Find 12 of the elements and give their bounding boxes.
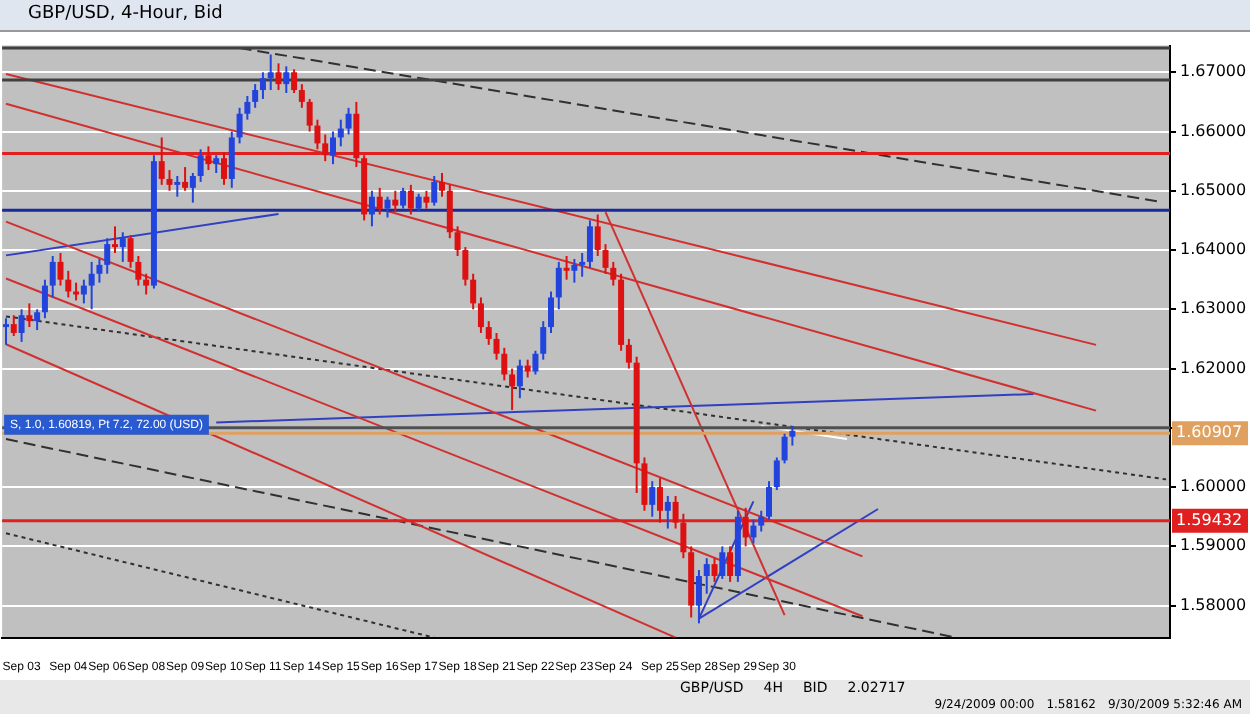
y-tick-label: 1.60000 (1180, 477, 1247, 496)
y-tick-label: 1.59000 (1180, 536, 1247, 555)
y-tick-label: 1.67000 (1180, 62, 1247, 81)
ref-line-label: 1.59432 (1176, 510, 1243, 529)
chart-title: GBP/USD, 4-Hour, Bid (0, 0, 1250, 32)
y-tick-label: 1.65000 (1180, 180, 1247, 199)
y-tick-label: 1.63000 (1180, 299, 1247, 318)
y-tick-label: 1.62000 (1180, 358, 1247, 377)
y-tick-label: 1.66000 (1180, 121, 1247, 140)
y-tick-label: 1.58000 (1180, 595, 1247, 614)
y-tick-label: 1.64000 (1180, 240, 1247, 259)
ref-line-label: 1.60907 (1176, 423, 1243, 442)
